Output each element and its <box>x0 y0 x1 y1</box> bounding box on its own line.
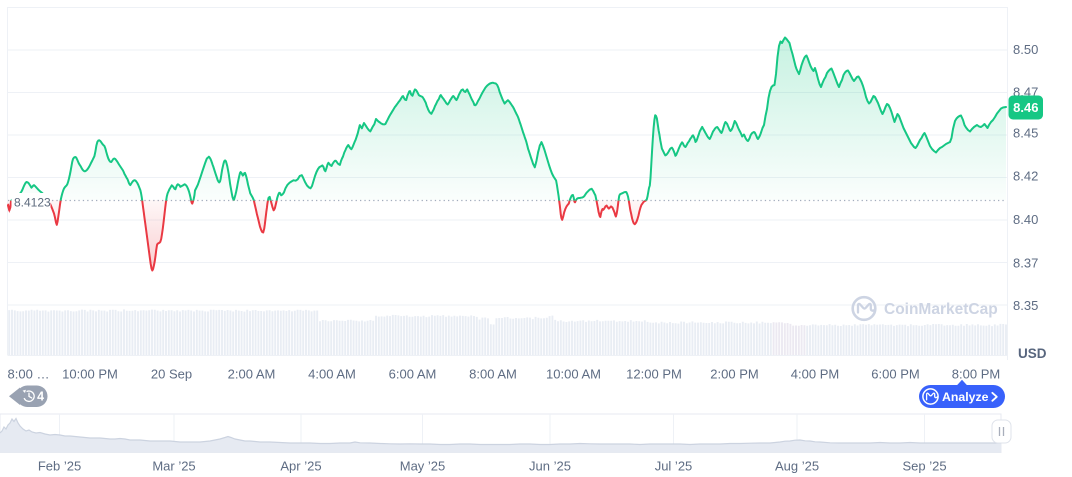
svg-text:8.45: 8.45 <box>1013 126 1038 141</box>
svg-text:8.42: 8.42 <box>1013 169 1038 184</box>
svg-text:4:00 AM: 4:00 AM <box>308 367 356 382</box>
svg-text:Jun ’25: Jun ’25 <box>529 459 571 474</box>
svg-text:Aug ’25: Aug ’25 <box>775 459 819 474</box>
svg-text:10:00 AM: 10:00 AM <box>546 367 601 382</box>
svg-text:Mar ’25: Mar ’25 <box>152 459 195 474</box>
svg-text:6:00 AM: 6:00 AM <box>389 367 437 382</box>
svg-text:Analyze: Analyze <box>942 390 989 404</box>
svg-text:8.37: 8.37 <box>1013 256 1038 271</box>
svg-text:May ’25: May ’25 <box>400 459 446 474</box>
svg-text:8.4123: 8.4123 <box>14 195 51 209</box>
svg-text:8:00 …: 8:00 … <box>8 367 50 382</box>
svg-text:8.40: 8.40 <box>1013 212 1038 227</box>
svg-text:2:00 PM: 2:00 PM <box>710 367 758 382</box>
svg-text:4:00 PM: 4:00 PM <box>791 367 839 382</box>
svg-text:2:00 AM: 2:00 AM <box>228 367 276 382</box>
svg-text:8.46: 8.46 <box>1013 100 1038 115</box>
svg-text:10:00 PM: 10:00 PM <box>62 367 118 382</box>
svg-text:Feb ’25: Feb ’25 <box>38 459 81 474</box>
svg-text:Apr ’25: Apr ’25 <box>280 459 321 474</box>
svg-text:8.50: 8.50 <box>1013 42 1038 57</box>
svg-text:USD: USD <box>1018 346 1047 361</box>
svg-text:20 Sep: 20 Sep <box>151 367 192 382</box>
svg-text:Jul ’25: Jul ’25 <box>655 459 693 474</box>
svg-text:8:00 AM: 8:00 AM <box>469 367 517 382</box>
svg-text:12:00 PM: 12:00 PM <box>626 367 682 382</box>
svg-text:CoinMarketCap: CoinMarketCap <box>884 301 998 318</box>
svg-text:4: 4 <box>37 390 44 404</box>
svg-text:6:00 PM: 6:00 PM <box>871 367 919 382</box>
svg-text:Sep ’25: Sep ’25 <box>902 459 946 474</box>
svg-text:8.35: 8.35 <box>1013 298 1038 313</box>
svg-text:8:00 PM: 8:00 PM <box>952 367 1000 382</box>
